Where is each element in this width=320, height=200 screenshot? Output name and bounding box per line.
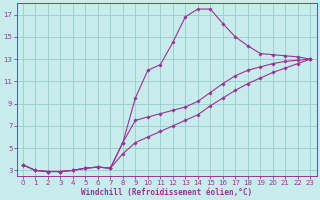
X-axis label: Windchill (Refroidissement éolien,°C): Windchill (Refroidissement éolien,°C): [81, 188, 252, 197]
